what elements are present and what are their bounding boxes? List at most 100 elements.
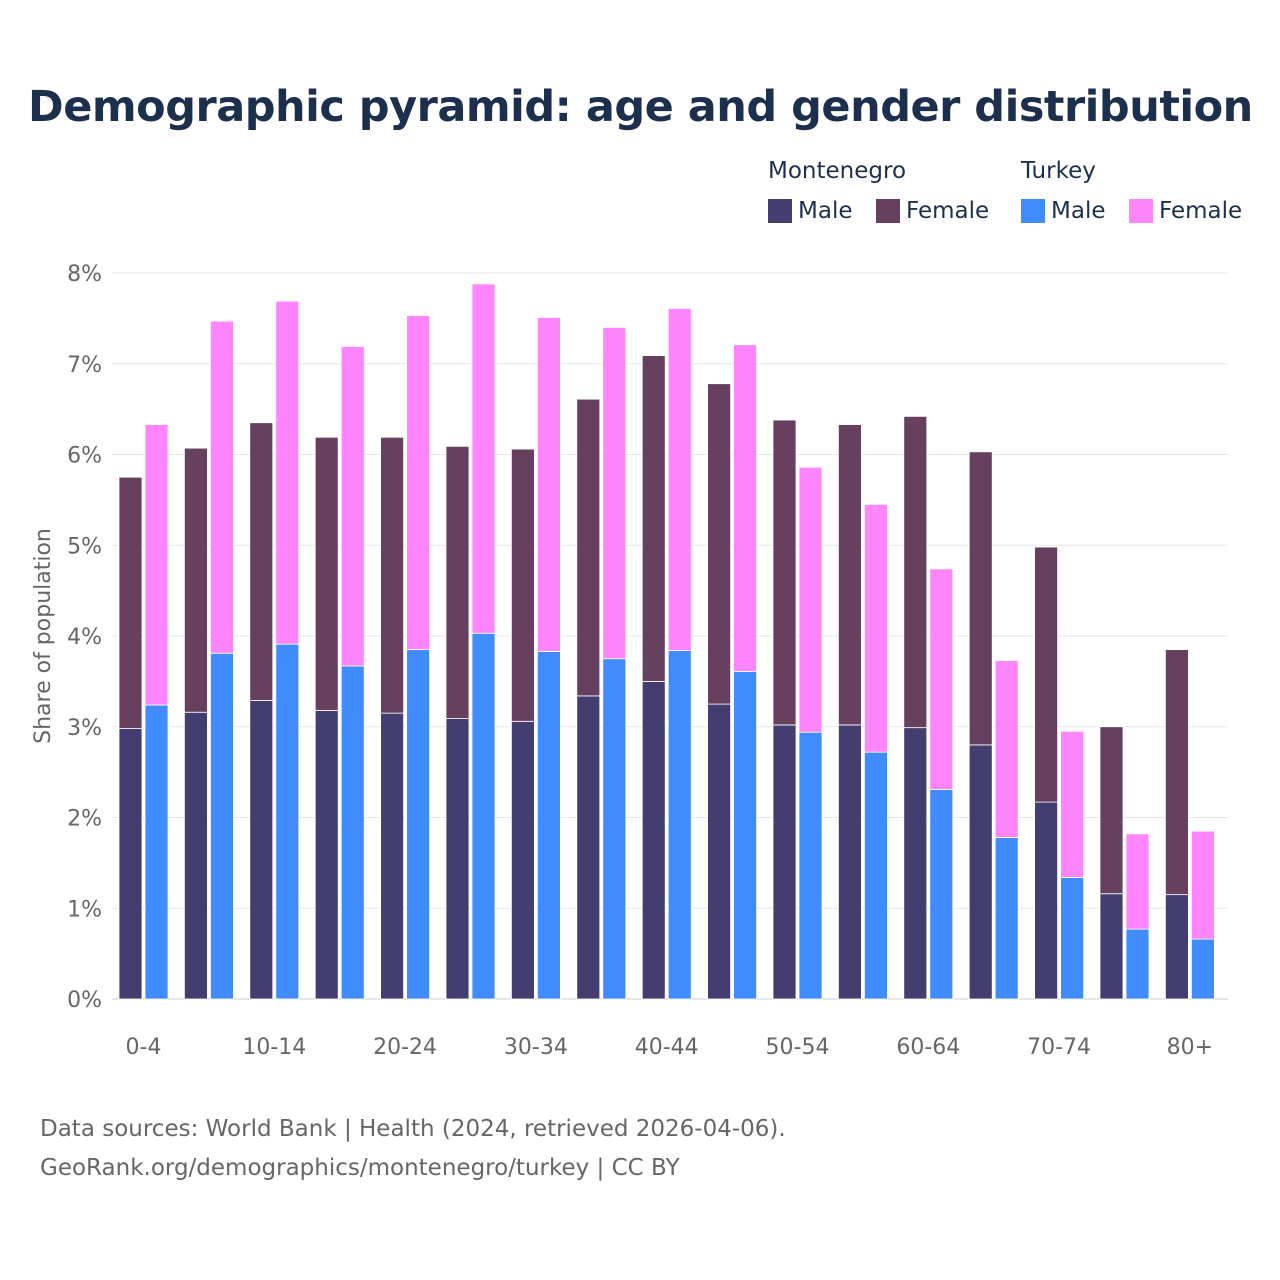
bar-montenegro-female (968, 451, 993, 746)
bar-turkey-male (144, 704, 169, 1000)
bar-montenegro-male (576, 695, 601, 1000)
legend-title-turkey: Turkey (1021, 158, 1096, 184)
bar-turkey-female (144, 424, 169, 706)
x-tick-label: 60-64 (896, 1035, 960, 1060)
legend-swatch-turkey-male (1021, 199, 1045, 223)
y-tick-label: 6% (67, 444, 102, 469)
bar-montenegro-female (510, 448, 535, 722)
legend-item-montenegro-male[interactable]: Male (768, 198, 852, 224)
bar-montenegro-male (445, 718, 470, 1000)
y-tick-label: 8% (67, 262, 102, 287)
bar-turkey-female (667, 307, 692, 651)
bar-montenegro-female (1165, 649, 1189, 896)
bar-turkey-female (994, 660, 1019, 838)
source-line-1: Data sources: World Bank | Health (2024,… (40, 1116, 786, 1142)
legend-item-turkey-female[interactable]: Female (1129, 198, 1242, 224)
legend-item-montenegro-female[interactable]: Female (876, 198, 989, 224)
bar-montenegro-female (380, 436, 405, 714)
bar-montenegro-female (838, 424, 862, 726)
bar-montenegro-male (641, 680, 666, 1000)
y-axis-title: Share of population (31, 528, 56, 744)
bar-turkey-male (340, 665, 365, 1000)
bar-montenegro-male (772, 724, 797, 1000)
bar-turkey-male (537, 651, 561, 1000)
legend-label-montenegro-male: Male (798, 198, 853, 224)
bar-montenegro-female (576, 398, 601, 697)
source-line-2: GeoRank.org/demographics/montenegro/turk… (40, 1155, 680, 1181)
x-tick-label: 80+ (1167, 1035, 1213, 1060)
y-tick-label: 2% (67, 807, 102, 832)
x-tick-label: 40-44 (635, 1035, 699, 1060)
bar-turkey-female (209, 320, 234, 654)
bar-montenegro-male (707, 703, 731, 1000)
bar-turkey-male (667, 650, 692, 1000)
bar-montenegro-female (445, 445, 470, 719)
bar-montenegro-female (118, 476, 143, 729)
y-tick-label: 4% (67, 625, 102, 650)
bar-turkey-male (1191, 938, 1215, 1000)
bar-turkey-male (733, 670, 757, 1000)
bar-turkey-male (1125, 928, 1150, 1000)
y-tick-label: 7% (67, 353, 102, 378)
bar-turkey-female (537, 317, 561, 652)
bar-turkey-male (864, 751, 888, 1000)
x-tick-label: 70-74 (1027, 1035, 1091, 1060)
bar-turkey-female (602, 327, 627, 660)
bar-turkey-female (1125, 833, 1150, 930)
bar-montenegro-female (1034, 546, 1058, 803)
bar-montenegro-female (249, 422, 274, 701)
bar-montenegro-male (968, 744, 993, 1000)
bar-turkey-female (406, 315, 431, 651)
legend-swatch-montenegro-male (768, 199, 792, 223)
bar-turkey-female (1191, 830, 1215, 940)
bar-turkey-female (929, 568, 954, 790)
legend-label-turkey-male: Male (1051, 198, 1106, 224)
bar-montenegro-female (314, 436, 339, 711)
bar-turkey-male (929, 788, 954, 1000)
bar-turkey-female (1060, 730, 1084, 878)
chart-title: Demographic pyramid: age and gender dist… (28, 82, 1253, 132)
bar-turkey-male (798, 731, 823, 1000)
bar-turkey-female (471, 283, 496, 634)
bar-montenegro-female (707, 383, 731, 705)
x-tick-label: 0-4 (126, 1035, 162, 1060)
bar-turkey-female (340, 346, 365, 667)
y-tick-label: 5% (67, 534, 102, 559)
bar-turkey-male (471, 632, 496, 1000)
bar-turkey-male (994, 837, 1019, 1000)
bar-montenegro-male (183, 711, 208, 1000)
bar-montenegro-female (1099, 726, 1124, 895)
x-tick-label: 20-24 (373, 1035, 437, 1060)
legend-item-turkey-male[interactable]: Male (1021, 198, 1105, 224)
bar-turkey-female (798, 466, 823, 733)
bar-turkey-female (275, 300, 300, 645)
bar-montenegro-male (1165, 894, 1189, 1000)
bar-montenegro-male (1034, 801, 1058, 1000)
legend-label-turkey-female: Female (1159, 198, 1243, 224)
bar-montenegro-male (510, 720, 535, 1000)
bar-montenegro-male (314, 710, 339, 1000)
bar-montenegro-male (1099, 893, 1124, 1000)
legend-title-montenegro: Montenegro (768, 158, 907, 184)
y-tick-label: 3% (67, 716, 102, 741)
bar-montenegro-female (903, 415, 928, 729)
bar-turkey-male (209, 652, 234, 1000)
legend-label-montenegro-female: Female (906, 198, 990, 224)
bar-turkey-female (733, 344, 757, 672)
bar-montenegro-male (249, 700, 274, 1000)
bar-turkey-male (1060, 876, 1084, 1000)
y-tick-label: 1% (67, 897, 102, 922)
bar-turkey-male (406, 649, 431, 1000)
legend-swatch-turkey-female (1129, 199, 1153, 223)
bar-montenegro-male (118, 728, 143, 1000)
bar-montenegro-male (838, 724, 862, 1000)
bar-montenegro-female (641, 355, 666, 682)
bar-montenegro-female (772, 419, 797, 726)
x-tick-label: 10-14 (242, 1035, 306, 1060)
bar-turkey-female (864, 504, 888, 753)
bar-turkey-male (275, 643, 300, 1000)
bar-montenegro-female (183, 447, 208, 713)
bar-montenegro-male (380, 712, 405, 1000)
bar-turkey-male (602, 658, 627, 1000)
